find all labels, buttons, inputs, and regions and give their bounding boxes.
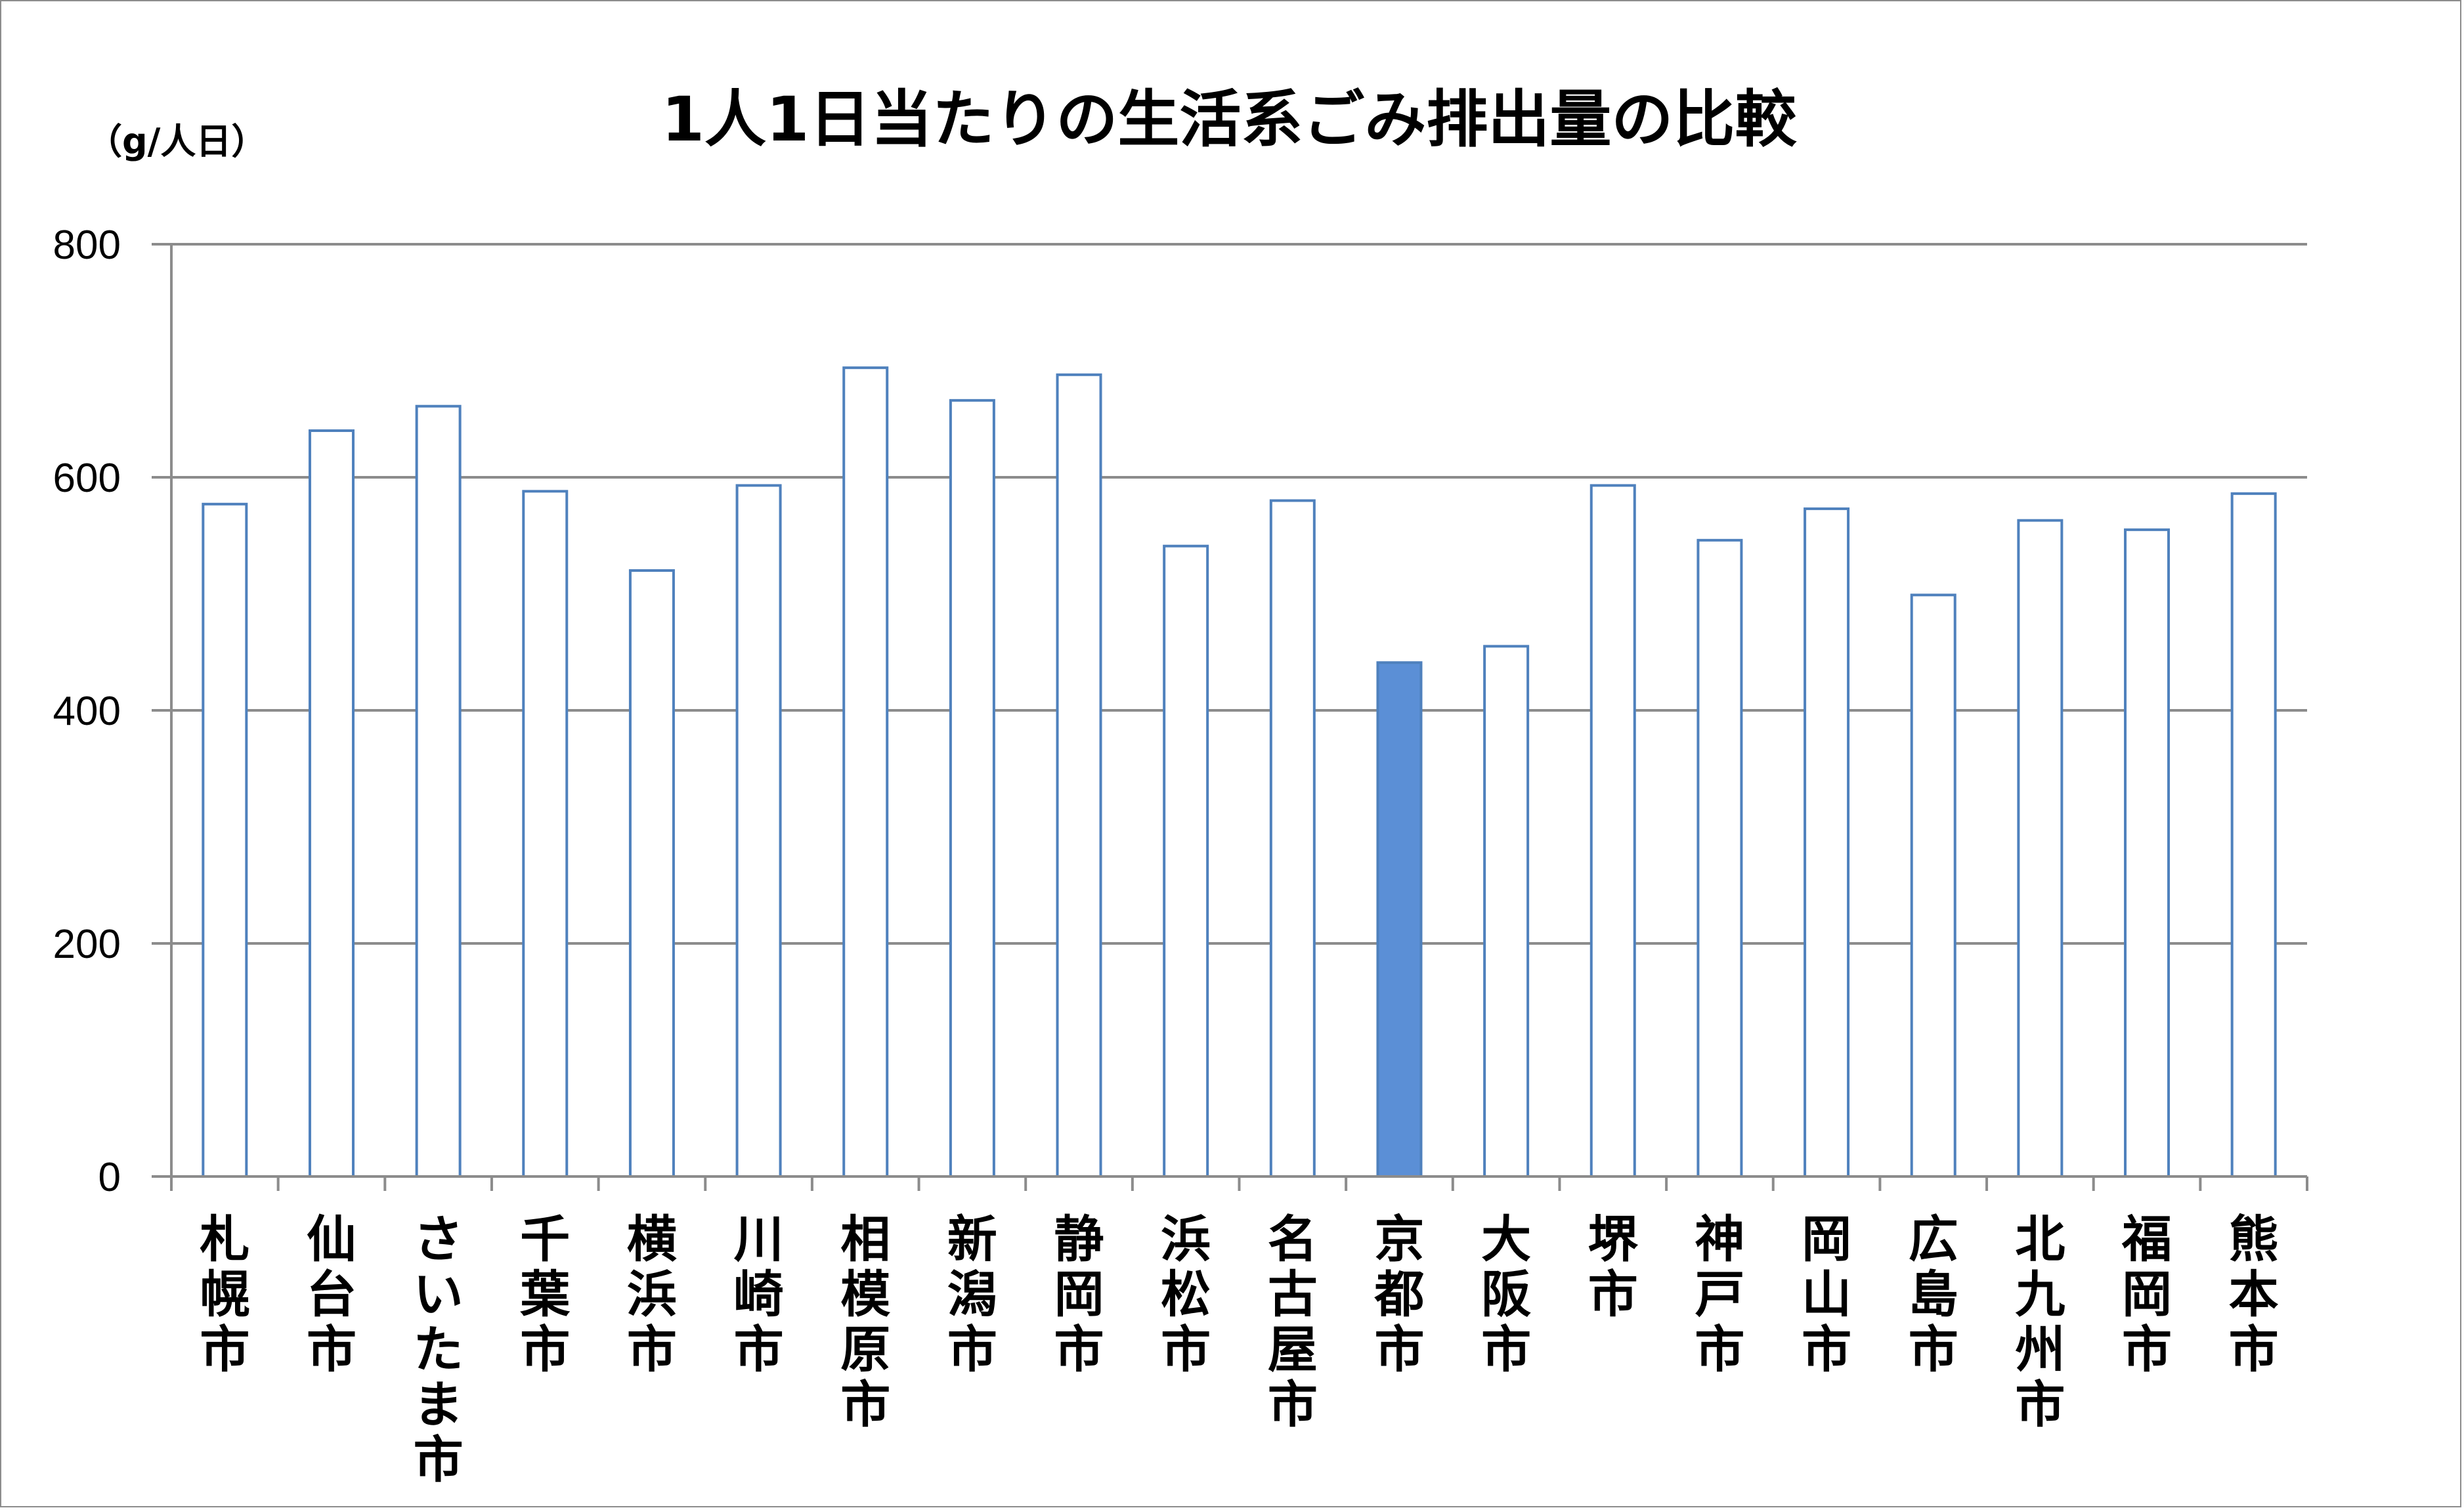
y-tick-label: 200 [53, 922, 121, 967]
x-category-label: 福岡市 [2121, 1210, 2172, 1379]
bar [415, 404, 462, 1178]
bar [1910, 593, 1956, 1178]
bar [202, 502, 248, 1178]
x-category-label: 千葉市 [519, 1210, 571, 1379]
bar [1483, 645, 1530, 1178]
x-category-label: さいたま市 [414, 1210, 464, 1489]
axes [152, 244, 2308, 1191]
x-category-label: 横浜市 [627, 1210, 677, 1379]
bar [1804, 507, 1850, 1178]
x-category-label: 浜松市 [1161, 1210, 1211, 1379]
x-category-label: 熊本市 [2229, 1210, 2279, 1379]
bar [1056, 373, 1102, 1178]
chart-title: 1人1日当たりの生活系ごみ排出量の比較 [662, 84, 1798, 156]
x-category-label: 京都市 [1373, 1210, 1424, 1379]
x-category-label: 名古屋市 [1268, 1210, 1318, 1434]
bar [2124, 528, 2171, 1178]
y-axis-unit-label: （g/人日） [87, 121, 267, 162]
bar [308, 429, 355, 1178]
x-category-label: 堺市 [1588, 1210, 1639, 1324]
x-category-label: 静岡市 [1054, 1210, 1104, 1379]
y-tick-label: 400 [53, 689, 121, 734]
y-tick-label: 800 [53, 223, 121, 268]
y-tick-labels: 0 200 400 600 800 [53, 223, 121, 1200]
x-category-label: 北九州市 [2015, 1210, 2065, 1434]
x-category-label: 大阪市 [1481, 1210, 1531, 1379]
bar [2017, 519, 2064, 1178]
x-category-label: 仙台市 [307, 1210, 357, 1379]
bar [735, 484, 782, 1178]
y-tick-label: 0 [98, 1155, 121, 1200]
bar [1697, 538, 1743, 1178]
bar [949, 399, 995, 1178]
x-category-label: 新潟市 [947, 1210, 997, 1379]
x-category-label: 川崎市 [734, 1210, 784, 1379]
bar-highlighted [1376, 661, 1423, 1178]
x-category-label: 岡山市 [1802, 1210, 1851, 1379]
bars [202, 366, 2277, 1178]
bar [1269, 499, 1316, 1178]
x-category-label: 神戸市 [1695, 1210, 1744, 1379]
bar [842, 366, 889, 1178]
x-category-labels: 札幌市 仙台市 さいたま市 千葉市 横浜市 川崎市 相模原市 新潟市 静岡市 浜松市 名古屋市 京都市… [200, 1210, 2278, 1489]
bar [628, 569, 675, 1178]
bar [2230, 492, 2277, 1178]
bar [1163, 544, 1209, 1178]
bar [1589, 484, 1636, 1178]
grid-lines [152, 243, 2307, 945]
x-category-label: 広島市 [1909, 1210, 1958, 1379]
x-category-label: 相模原市 [840, 1210, 890, 1434]
y-tick-label: 600 [53, 456, 121, 501]
bar [522, 490, 569, 1178]
x-category-label: 札幌市 [200, 1210, 249, 1379]
